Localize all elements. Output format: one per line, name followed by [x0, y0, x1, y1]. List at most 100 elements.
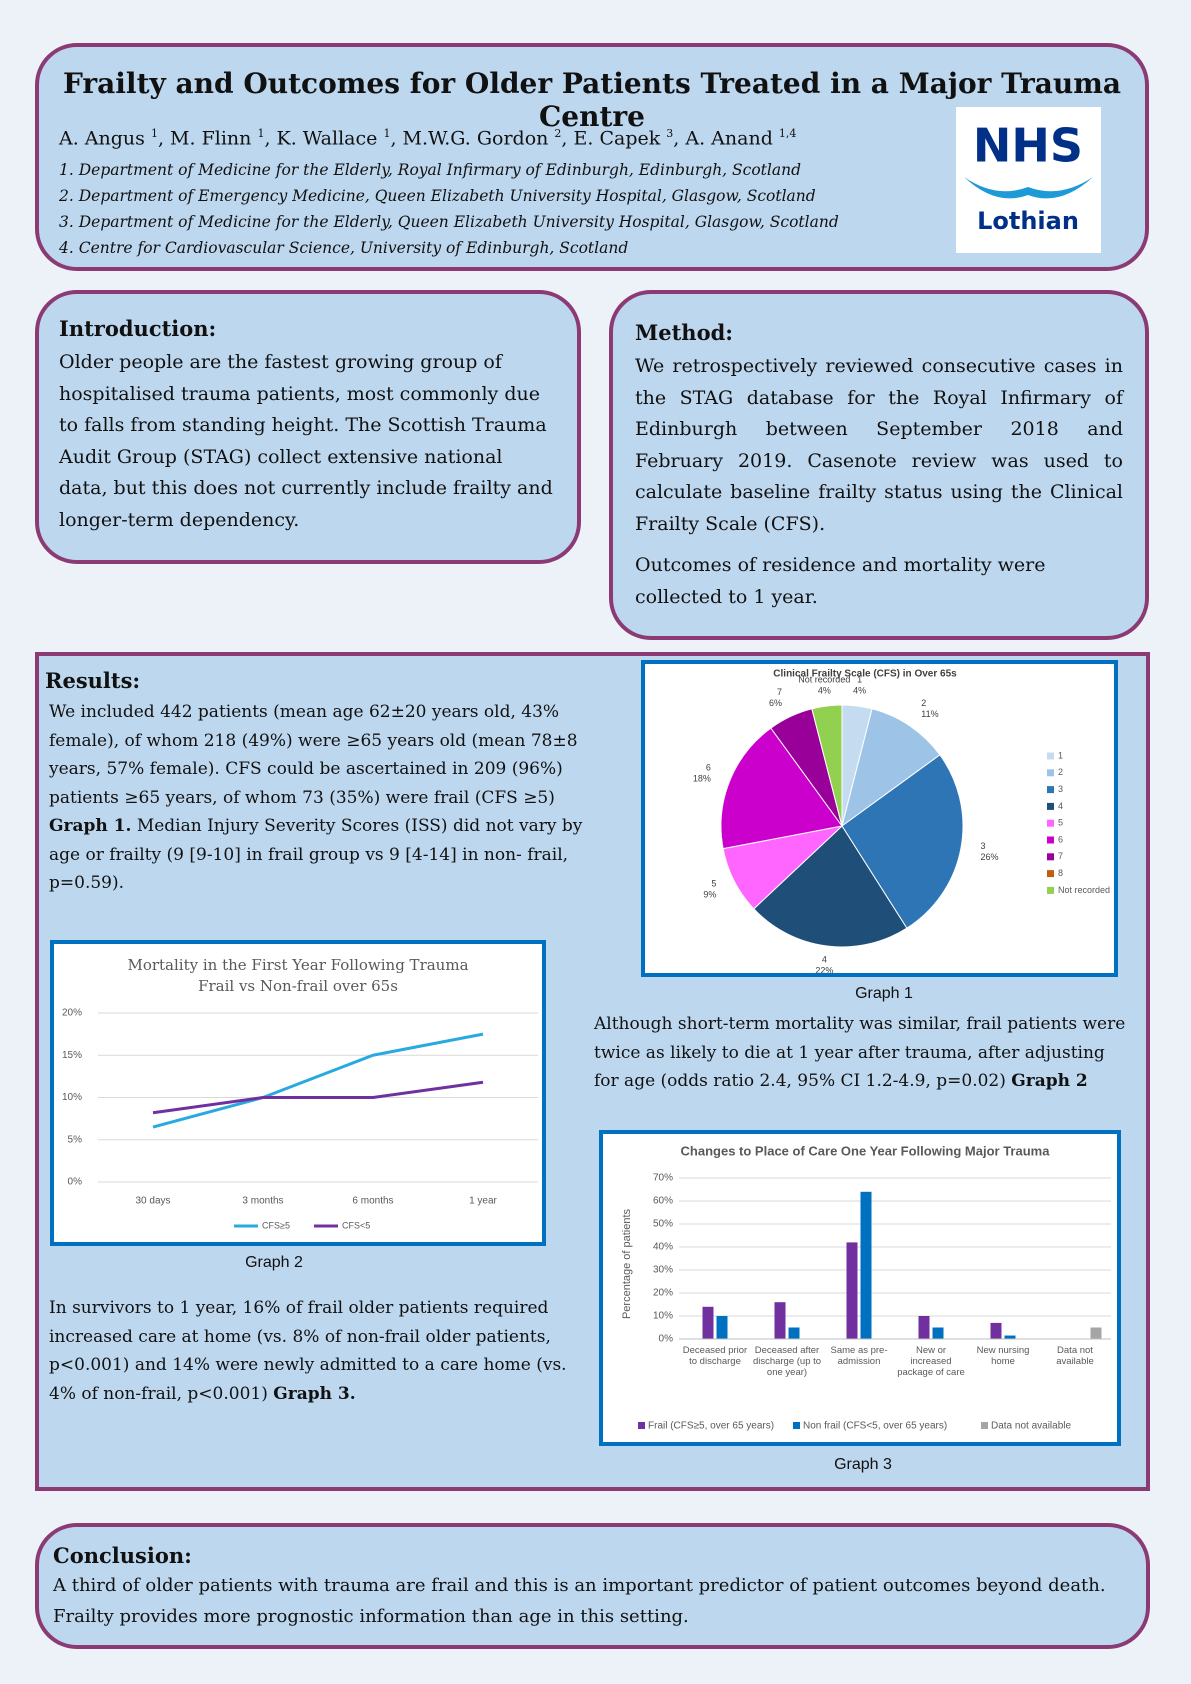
- caption: Graph 2: [245, 1254, 303, 1271]
- pie-slice: [811, 704, 843, 827]
- legend-swatch: [1047, 802, 1054, 810]
- legend-swatch: [638, 1422, 645, 1429]
- text-part: We included 442 patients (mean age 62±20…: [49, 702, 578, 808]
- affiliation: 1. Department of Medicine for the Elderl…: [59, 161, 801, 179]
- body: We retrospectively reviewed consecutive …: [635, 355, 1123, 535]
- data-label: 6%: [769, 698, 782, 708]
- author-name: , A. Anand: [673, 127, 773, 150]
- legend-label: Data not available: [991, 1421, 1071, 1432]
- author-affiliation: 3: [666, 127, 674, 140]
- legend-label: CFS≥5: [262, 1220, 290, 1230]
- x-tick-label: 6 months: [352, 1196, 393, 1207]
- bar: [860, 1191, 872, 1339]
- x-tick-label-box: New or increased package of care: [897, 1345, 965, 1378]
- data-label-category: 4: [822, 954, 827, 964]
- logo-name: Lothian: [977, 207, 1079, 235]
- paragraph: Although short-term mortality was simila…: [594, 1010, 1134, 1096]
- legend-label: 2: [1058, 767, 1063, 777]
- legend-label: 3: [1058, 784, 1063, 794]
- author-name: , M. Flinn: [157, 127, 252, 150]
- chart-title: Clinical Frailty Scale (CFS) in Over 65s: [773, 669, 957, 680]
- legend-label: 1: [1058, 750, 1063, 760]
- y-tick-label: 20%: [62, 1008, 82, 1019]
- text-part: Graph 2: [1011, 1071, 1088, 1091]
- x-tick-label-box: Same as pre-admission: [830, 1345, 887, 1367]
- conclusion: Conclusion: A third of older patients wi…: [35, 1523, 1150, 1649]
- text-part: Median Injury Severity Scores (ISS) did …: [49, 816, 583, 893]
- y-tick-label: 30%: [653, 1265, 673, 1276]
- legend-swatch: [981, 1422, 988, 1429]
- y-tick-label: 70%: [653, 1173, 673, 1184]
- x-tick-label: Data not available: [1056, 1345, 1094, 1367]
- legend-label: Non frail (CFS<5, over 65 years): [803, 1421, 947, 1432]
- legend-swatch: [1047, 853, 1054, 861]
- logo-bg: [956, 107, 1101, 253]
- bar: [774, 1302, 786, 1339]
- heading: Introduction:: [59, 316, 217, 341]
- author-affiliation: 1: [383, 127, 391, 140]
- y-tick-label: 40%: [653, 1242, 673, 1253]
- legend-label: 8: [1058, 868, 1063, 878]
- y-tick-label: 10%: [653, 1311, 673, 1322]
- x-tick-label: New or increased package of care: [897, 1345, 965, 1378]
- chart: Changes to Place of Care One Year Follow…: [621, 1143, 1111, 1432]
- chart-title: Changes to Place of Care One Year Follow…: [681, 1143, 1051, 1158]
- author-affiliation: 1: [257, 127, 265, 140]
- bar: [918, 1316, 930, 1339]
- data-label-category: 5: [711, 878, 716, 888]
- data-label-category: 1: [857, 674, 862, 684]
- chart-frame: Changes to Place of Care One Year Follow…: [599, 1130, 1121, 1446]
- legend-swatch: [1047, 769, 1054, 777]
- affiliation: 3. Department of Medicine for the Elderl…: [59, 213, 839, 231]
- author-name: , K. Wallace: [264, 127, 378, 150]
- text-part: Graph 1.: [49, 816, 132, 836]
- x-tick-label-box: New nursing home: [976, 1345, 1030, 1367]
- caption: Graph 3: [834, 1456, 892, 1473]
- data-label: 9%: [703, 889, 716, 899]
- method: Method: We retrospectively reviewed cons…: [609, 290, 1149, 640]
- text-part: In survivors to 1 year, 16% of frail old…: [49, 1298, 567, 1404]
- author-affiliation: 2: [554, 127, 562, 140]
- data-label: 4%: [818, 685, 831, 695]
- legend-label: 7: [1058, 851, 1063, 861]
- text-part: Graph 3.: [273, 1383, 356, 1404]
- chart-frame: Clinical Frailty Scale (CFS) in Over 65s…: [641, 660, 1118, 977]
- x-tick-label: Deceased prior to discharge: [682, 1345, 748, 1367]
- author-name: A. Angus: [59, 127, 145, 150]
- heading: Method:: [635, 320, 734, 345]
- author-affiliation: 1: [150, 127, 158, 140]
- bar: [932, 1327, 944, 1339]
- caption: Graph 1: [855, 985, 913, 1002]
- x-tick-label: New nursing home: [976, 1345, 1030, 1367]
- author-affiliation: 1,4: [778, 127, 797, 140]
- header: Frailty and Outcomes for Older Patients …: [35, 43, 1149, 271]
- heading: Results:: [45, 668, 141, 693]
- legend-label: 4: [1058, 801, 1063, 811]
- bar: [788, 1327, 800, 1339]
- paragraph: We included 442 patients (mean age 62±20…: [49, 698, 609, 898]
- x-tick-label: Deceased after discharge (up to one year…: [752, 1345, 822, 1378]
- y-tick-label: 10%: [62, 1092, 82, 1103]
- y-tick-label: 0%: [659, 1334, 674, 1345]
- legend-label: Not recorded: [1058, 885, 1110, 895]
- legend-swatch: [1047, 819, 1054, 827]
- data-label-category: Not recorded: [798, 674, 850, 684]
- y-tick-label: 0%: [68, 1177, 83, 1188]
- logo-wave: [964, 177, 1093, 199]
- legend-label: CFS<5: [342, 1220, 370, 1230]
- author-name: , E. Capek: [561, 127, 661, 150]
- data-label-category: 7: [777, 687, 782, 697]
- data-label: 18%: [693, 773, 711, 783]
- y-tick-label: 5%: [68, 1134, 83, 1145]
- affiliation: 4. Centre for Cardiovascular Science, Un…: [59, 239, 629, 257]
- x-tick-label-box: Deceased after discharge (up to one year…: [752, 1345, 822, 1378]
- results: Results: We included 442 patients (mean …: [35, 652, 1150, 1491]
- pie-slice: [841, 708, 941, 828]
- data-label: 22%: [815, 965, 833, 973]
- bar: [846, 1242, 858, 1339]
- legend-swatch: [1047, 836, 1054, 844]
- data-label: 4%: [853, 685, 866, 695]
- pie-slice: [841, 754, 964, 929]
- chart-title: Mortality in the First Year Following Tr…: [127, 956, 468, 974]
